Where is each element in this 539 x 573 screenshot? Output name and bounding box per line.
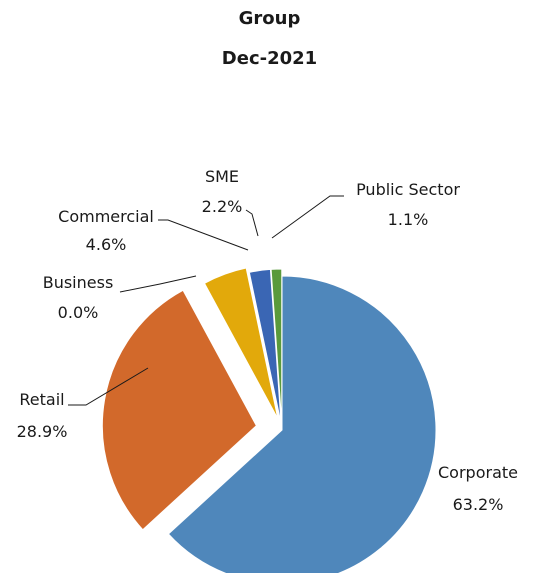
- slice-label-public-sector: Public Sector: [356, 180, 460, 199]
- pie-slice-corporate: [167, 275, 437, 573]
- leader-line-business: [119, 275, 197, 293]
- pie-slice-public-sector: [270, 268, 283, 424]
- slice-label-retail: Retail: [19, 390, 64, 409]
- slice-value-commercial: 4.6%: [86, 235, 127, 254]
- pie-slice-commercial: [203, 267, 279, 419]
- leader-line-retail: [68, 367, 149, 406]
- slice-value-public-sector: 1.1%: [388, 210, 429, 229]
- leader-line-sme: [245, 209, 259, 237]
- slice-label-business: Business: [43, 273, 114, 292]
- slice-value-business: 0.0%: [58, 303, 99, 322]
- slice-label-commercial: Commercial: [58, 207, 154, 226]
- leader-line-public-sector: [271, 195, 344, 239]
- slice-label-corporate: Corporate: [438, 463, 518, 482]
- leader-line-commercial: [158, 219, 249, 251]
- slice-value-sme: 2.2%: [202, 197, 243, 216]
- pie-slice-sme: [248, 268, 282, 424]
- slice-value-retail: 28.9%: [17, 422, 68, 441]
- chart-subtitle: Dec-2021: [221, 48, 318, 69]
- chart-title: Group: [238, 8, 301, 29]
- pie-slice-retail: [101, 289, 257, 531]
- slice-label-sme: SME: [205, 167, 239, 186]
- slice-value-corporate: 63.2%: [453, 495, 504, 514]
